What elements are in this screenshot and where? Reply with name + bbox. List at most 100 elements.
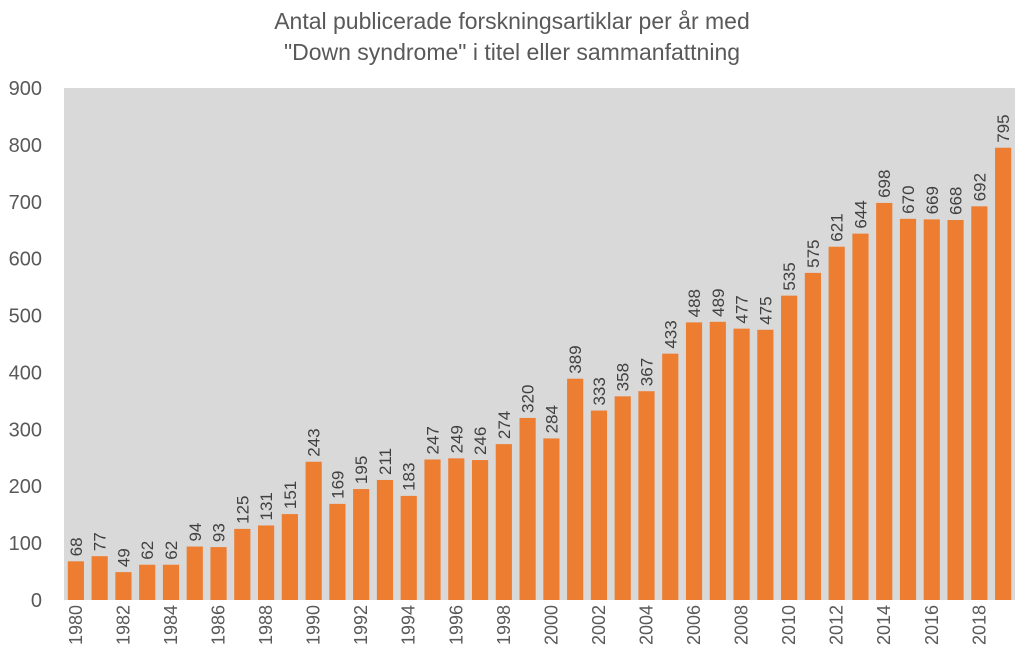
bar <box>662 353 679 600</box>
x-tick-label: 2010 <box>779 605 799 645</box>
bar <box>139 564 156 600</box>
y-tick-label: 100 <box>9 533 42 555</box>
bar <box>67 561 84 600</box>
bar <box>852 233 869 600</box>
chart-title: Antal publicerade forskningsartiklar per… <box>0 6 1024 68</box>
x-tick-label: 1986 <box>209 605 229 645</box>
x-tick-label: 1980 <box>66 605 86 645</box>
data-label: 489 <box>709 288 728 316</box>
data-label: 698 <box>875 170 894 198</box>
y-tick-label: 300 <box>9 419 42 441</box>
data-label: 131 <box>257 492 276 520</box>
bar <box>519 417 536 600</box>
bar <box>91 556 108 600</box>
bar <box>804 272 821 600</box>
bar <box>448 458 465 600</box>
x-tick-label: 1996 <box>446 605 466 645</box>
bar <box>162 564 180 600</box>
bar <box>115 572 132 600</box>
bar <box>495 444 512 600</box>
bar <box>353 489 370 600</box>
data-label: 367 <box>637 358 656 386</box>
data-label: 575 <box>804 240 823 268</box>
data-label: 475 <box>756 296 775 324</box>
bar <box>543 438 560 600</box>
bar <box>685 322 703 600</box>
data-label: 249 <box>447 425 466 453</box>
bar <box>186 546 203 600</box>
data-label: 621 <box>828 213 847 241</box>
plot-area <box>64 88 1015 600</box>
bar <box>329 503 346 600</box>
x-tick-label: 1982 <box>113 605 133 645</box>
y-tick-label: 800 <box>9 135 42 157</box>
bar <box>210 547 227 600</box>
x-tick-label: 2006 <box>684 605 704 645</box>
y-tick-label: 500 <box>9 306 42 328</box>
bar <box>234 528 251 600</box>
data-label: 795 <box>994 114 1013 142</box>
bar <box>923 219 940 600</box>
data-label: 320 <box>519 385 538 413</box>
bar <box>281 514 298 600</box>
data-label: 195 <box>352 456 371 484</box>
data-label: 211 <box>376 448 395 475</box>
x-tick-label: 2008 <box>732 605 752 645</box>
x-tick-label: 2002 <box>589 605 609 645</box>
x-tick-label: 1984 <box>161 605 181 645</box>
data-label: 389 <box>566 345 585 373</box>
data-label: 93 <box>210 523 229 542</box>
x-tick-label: 2004 <box>636 605 656 645</box>
bar <box>733 328 750 600</box>
data-label: 94 <box>186 523 205 542</box>
bar <box>781 295 798 600</box>
bar <box>258 525 275 600</box>
bar <box>971 206 988 600</box>
bar <box>899 218 917 600</box>
data-label: 247 <box>424 426 443 454</box>
data-label: 535 <box>780 262 799 290</box>
x-tick-label: 1990 <box>304 605 324 645</box>
data-label: 333 <box>590 377 609 405</box>
bar <box>424 459 441 600</box>
data-label: 183 <box>400 463 419 491</box>
x-tick-label: 2012 <box>827 605 847 645</box>
x-tick-label: 1988 <box>256 605 276 645</box>
data-label: 670 <box>899 185 918 213</box>
bar <box>614 396 631 600</box>
bar <box>305 461 322 600</box>
bar <box>471 460 489 600</box>
data-label: 274 <box>495 411 514 439</box>
x-tick-label: 2000 <box>541 605 561 645</box>
data-label: 68 <box>67 537 86 556</box>
data-label: 488 <box>685 289 704 317</box>
data-label: 151 <box>281 481 300 509</box>
bar <box>757 329 774 600</box>
data-label: 433 <box>661 320 680 348</box>
x-tick-label: 1992 <box>351 605 371 645</box>
y-tick-label: 600 <box>9 249 42 271</box>
y-tick-label: 700 <box>9 192 42 214</box>
data-label: 668 <box>947 187 966 215</box>
data-label: 62 <box>162 541 181 560</box>
data-label: 169 <box>328 470 347 498</box>
data-label: 125 <box>233 496 252 524</box>
bar <box>947 219 964 600</box>
bar <box>995 147 1012 600</box>
data-label: 644 <box>851 200 870 228</box>
data-label: 62 <box>138 541 157 560</box>
data-label: 692 <box>970 173 989 201</box>
bar <box>638 391 655 600</box>
bar <box>376 479 394 600</box>
x-tick-label: 2016 <box>922 605 942 645</box>
x-tick-label: 2014 <box>874 605 894 645</box>
chart-title-line-1: Antal publicerade forskningsartiklar per… <box>274 8 750 34</box>
bar <box>709 321 726 600</box>
bar <box>828 246 845 600</box>
data-label: 243 <box>305 428 324 456</box>
x-tick-label: 2018 <box>969 605 989 645</box>
data-label: 284 <box>542 405 561 433</box>
data-label: 49 <box>114 548 133 567</box>
